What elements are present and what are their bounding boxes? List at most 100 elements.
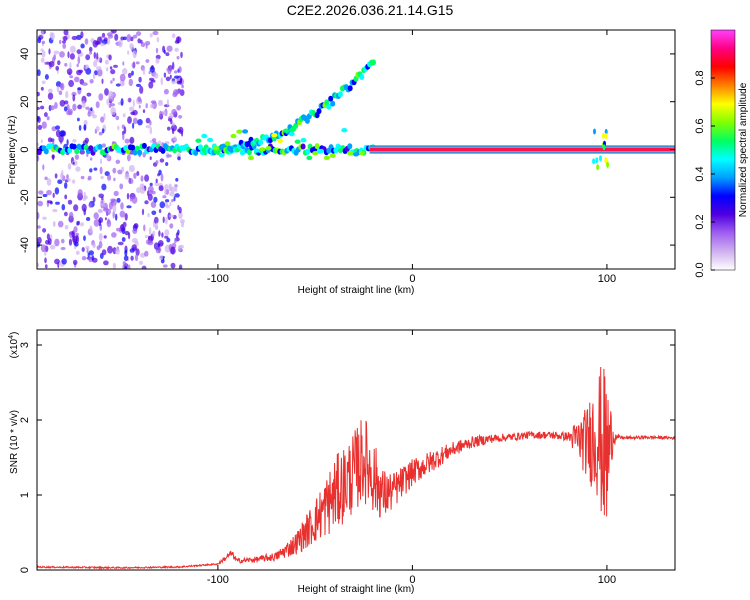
spectrogram-noise-blob: [131, 62, 136, 69]
spectrogram-noise-blob: [90, 107, 93, 112]
spectrogram-main-track: [369, 147, 675, 152]
spectrogram-noise-blob: [180, 51, 183, 59]
spectrogram-noise-blob: [147, 193, 153, 201]
spectrogram-drift-blob: [293, 122, 299, 129]
spectrogram-noise-blob: [77, 104, 82, 110]
spectrogram-noise-blob: [163, 49, 166, 55]
spectrogram-noise-blob: [100, 116, 105, 123]
spectrogram-noise-blob: [157, 246, 161, 254]
spectrogram-noise-blob: [68, 79, 74, 88]
spectrogram-noise-blob: [64, 211, 68, 217]
spectrogram-noise-blob: [77, 87, 82, 91]
spectrogram-noise-blob: [89, 79, 94, 84]
spectrogram-noise-blob: [112, 262, 117, 269]
spectrogram-noise-blob: [112, 210, 115, 219]
spectrogram-noise-blob: [132, 50, 137, 59]
spectrogram-noise-blob: [114, 33, 119, 41]
spectrogram-noise-blob: [148, 227, 152, 235]
spectrogram-noise-blob: [112, 167, 117, 174]
spectrogram-noise-blob: [165, 204, 170, 209]
spectrogram-noise-blob: [133, 172, 137, 179]
spectrogram-noise-blob: [132, 99, 135, 108]
spectrogram-noise-blob: [117, 125, 120, 131]
spectrogram-band-blob: [137, 149, 143, 156]
spectrogram-noise-blob: [107, 174, 112, 181]
spectrogram-noise-blob: [101, 183, 107, 191]
spectrogram-noise-blob: [140, 252, 146, 258]
spectrogram-noise-blob: [59, 83, 64, 89]
spectrogram-noise-blob: [136, 187, 142, 194]
spectrogram-noise-blob: [53, 50, 60, 55]
spectrogram-drift-blob: [328, 95, 334, 102]
spectrogram-noise-blob: [64, 225, 69, 230]
spectrogram-noise-blob: [124, 249, 128, 257]
spectrogram-noise-blob: [66, 110, 73, 116]
spectrogram-noise-blob: [58, 134, 64, 143]
spectrogram-noise-blob: [86, 217, 91, 221]
spectrogram-noise-blob: [50, 244, 56, 250]
spectrogram-noise-blob: [98, 240, 103, 249]
spectrogram-noise-blob: [80, 31, 84, 39]
spectrogram-noise-blob: [143, 224, 146, 232]
spectrogram-noise-blob: [155, 47, 159, 54]
spectrogram-noise-blob: [172, 136, 177, 142]
spectrogram-band-blob: [160, 147, 166, 154]
spectrogram-noise-blob: [156, 37, 160, 43]
spectrogram-noise-blob: [108, 201, 113, 210]
spectrogram-noise-blob: [169, 201, 172, 207]
spectrogram-noise-blob: [73, 204, 79, 212]
spectrogram-noise-blob: [127, 72, 132, 78]
spectrogram-noise-blob: [176, 105, 182, 111]
snr-x-tick-label: 100: [598, 574, 616, 586]
spectrogram-band-blob: [314, 143, 320, 150]
spectrogram-noise-blob: [103, 112, 106, 121]
spectrogram-noise-blob: [82, 82, 88, 86]
spectrogram-drift-blob: [326, 103, 332, 110]
spectrogram-noise-blob: [89, 51, 93, 55]
spectrogram-noise-blob: [148, 71, 151, 75]
spectrogram-noise-blob: [98, 217, 104, 224]
spectrogram-noise-blob: [80, 175, 85, 180]
snr-y-tick-label: 1: [19, 492, 31, 498]
spectrogram-noise-blob: [175, 89, 182, 94]
spectrogram-noise-blob: [77, 189, 83, 197]
spectrogram-noise-blob: [166, 154, 172, 158]
spectrogram-strong-blob: [353, 152, 359, 157]
spectrogram-strong-blob: [242, 129, 249, 134]
spectrogram-noise-blob: [100, 202, 105, 207]
spectrogram-noise-blob: [100, 43, 105, 47]
spectrogram-noise-blob: [148, 81, 154, 89]
spectrogram-noise-blob: [178, 115, 183, 119]
spectrogram-noise-blob: [170, 246, 176, 255]
spectrogram-noise-blob: [85, 106, 90, 110]
spectrogram-noise-blob: [159, 110, 163, 118]
spectrogram-noise-blob: [155, 178, 158, 183]
spectrogram-noise-blob: [81, 247, 85, 252]
spectrogram-noise-blob: [178, 66, 182, 73]
spectrogram-disturbance-blob: [606, 161, 610, 168]
spectrogram-noise-blob: [96, 36, 102, 45]
spectrogram-noise-blob: [69, 53, 75, 60]
spectrogram-noise-blob: [151, 210, 157, 216]
spectrogram-noise-blob: [107, 245, 113, 254]
spectrogram-noise-blob: [171, 199, 174, 203]
spectrogram-noise-blob: [40, 105, 45, 110]
spectrogram-disturbance-blob: [602, 144, 606, 151]
spectrogram-noise-blob: [161, 232, 164, 238]
spectrogram-noise-blob: [145, 59, 150, 63]
spectrogram-noise-blob: [138, 76, 142, 83]
spectrogram-disturbance-blob: [604, 157, 608, 164]
spectrogram-noise-blob: [131, 70, 134, 76]
spectrogram-noise-blob: [41, 30, 44, 37]
spectrogram-noise-blob: [145, 117, 151, 124]
spectrogram-drift-blob: [347, 85, 353, 92]
spectrogram-band-blob: [347, 143, 353, 150]
spectrogram-noise-blob: [117, 169, 123, 175]
spectrogram-noise-blob: [153, 72, 159, 79]
spectrogram-noise-blob: [37, 262, 40, 268]
spectrogram-noise-blob: [83, 124, 87, 131]
spectrogram-noise-blob: [93, 212, 99, 220]
spectrogram-noise-blob: [145, 103, 148, 109]
spectrogram-noise-blob: [37, 154, 40, 162]
spectrogram-noise-blob: [66, 139, 69, 146]
